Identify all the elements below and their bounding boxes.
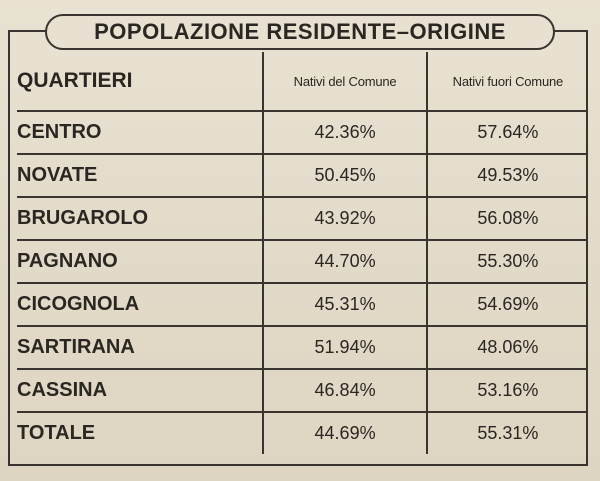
header-nativi-fuori: Nativi fuori Comune bbox=[425, 52, 588, 112]
table-row: SARTIRANA 51.94% 48.06% bbox=[17, 325, 588, 370]
table-row: PAGNANO 44.70% 55.30% bbox=[17, 239, 588, 284]
cell-nativi-fuori: 56.08% bbox=[425, 196, 588, 241]
header-nativi-comune: Nativi del Comune bbox=[262, 52, 428, 112]
table-row: NOVATE 50.45% 49.53% bbox=[17, 153, 588, 198]
page-title: POPOLAZIONE RESIDENTE–ORIGINE bbox=[94, 19, 506, 44]
cell-nativi-comune: 45.31% bbox=[262, 282, 428, 327]
cell-nativi-comune: 44.69% bbox=[262, 411, 428, 454]
cell-nativi-comune: 50.45% bbox=[262, 153, 428, 198]
table-row: CENTRO 42.36% 57.64% bbox=[17, 110, 588, 155]
cell-quartiere: TOTALE bbox=[17, 411, 265, 454]
cell-quartiere: PAGNANO bbox=[17, 239, 265, 284]
cell-nativi-fuori: 54.69% bbox=[425, 282, 588, 327]
cell-nativi-fuori: 49.53% bbox=[425, 153, 588, 198]
cell-quartiere: CICOGNOLA bbox=[17, 282, 265, 327]
cell-quartiere: NOVATE bbox=[17, 153, 265, 198]
cell-nativi-comune: 46.84% bbox=[262, 368, 428, 413]
cell-nativi-comune: 42.36% bbox=[262, 110, 428, 155]
cell-nativi-comune: 44.70% bbox=[262, 239, 428, 284]
table-row: CICOGNOLA 45.31% 54.69% bbox=[17, 282, 588, 327]
cell-nativi-comune: 43.92% bbox=[262, 196, 428, 241]
cell-nativi-fuori: 57.64% bbox=[425, 110, 588, 155]
cell-nativi-fuori: 53.16% bbox=[425, 368, 588, 413]
cell-quartiere: SARTIRANA bbox=[17, 325, 265, 370]
table-header-row: QUARTIERI Nativi del Comune Nativi fuori… bbox=[17, 52, 588, 112]
cell-quartiere: BRUGAROLO bbox=[17, 196, 265, 241]
title-banner: POPOLAZIONE RESIDENTE–ORIGINE bbox=[45, 14, 555, 50]
cell-quartiere: CENTRO bbox=[17, 110, 265, 155]
header-quartieri: QUARTIERI bbox=[17, 52, 265, 112]
cell-quartiere: CASSINA bbox=[17, 368, 265, 413]
cell-nativi-fuori: 48.06% bbox=[425, 325, 588, 370]
table-row: CASSINA 46.84% 53.16% bbox=[17, 368, 588, 413]
cell-nativi-fuori: 55.31% bbox=[425, 411, 588, 454]
cell-nativi-comune: 51.94% bbox=[262, 325, 428, 370]
population-table: QUARTIERI Nativi del Comune Nativi fuori… bbox=[17, 52, 588, 454]
table-row-total: TOTALE 44.69% 55.31% bbox=[17, 411, 588, 454]
cell-nativi-fuori: 55.30% bbox=[425, 239, 588, 284]
table-row: BRUGAROLO 43.92% 56.08% bbox=[17, 196, 588, 241]
